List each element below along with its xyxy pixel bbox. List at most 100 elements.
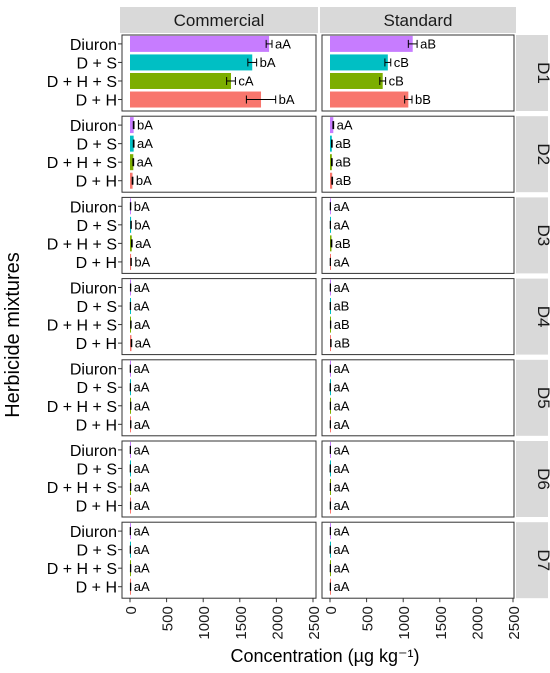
y-tick-label-d-s: D + S bbox=[77, 543, 117, 560]
bar-d-h bbox=[330, 91, 409, 108]
data-label-d-h: bA bbox=[136, 173, 152, 188]
data-label-d-h: aB bbox=[334, 336, 350, 351]
data-label-diuron: aA bbox=[334, 361, 350, 376]
data-label-d-h-s: aA bbox=[134, 398, 150, 413]
facet-label-d6: D6 bbox=[534, 468, 550, 490]
data-label-d-h: aA bbox=[135, 336, 151, 351]
data-label-d-s: aA bbox=[137, 136, 153, 151]
data-label-diuron: aA bbox=[134, 361, 150, 376]
data-label-d-s: aA bbox=[333, 461, 349, 476]
x-tick-label: 1000 bbox=[396, 606, 413, 639]
data-label-d-h-s: aA bbox=[134, 561, 150, 576]
x-tick-label: 1500 bbox=[433, 606, 450, 639]
data-label-diuron: aA bbox=[134, 280, 150, 295]
bar-d-h-s bbox=[130, 72, 232, 89]
panel-frame bbox=[321, 440, 515, 518]
y-tick-label-d-s: D + S bbox=[77, 218, 117, 235]
panel-frame bbox=[121, 521, 317, 599]
bar-d-h bbox=[330, 172, 333, 189]
data-label-diuron: aA bbox=[275, 36, 291, 51]
x-tick-label: 2000 bbox=[469, 606, 486, 639]
data-label-d-s: aA bbox=[134, 461, 150, 476]
y-tick-label-d-h: D + H bbox=[76, 499, 117, 516]
data-label-d-h: aA bbox=[334, 417, 350, 432]
y-tick-label-diuron: Diuron bbox=[70, 37, 117, 54]
y-tick-label-d-h: D + H bbox=[76, 93, 117, 110]
y-tick-label-d-h-s: D + H + S bbox=[47, 155, 117, 172]
panel-d1-standard: aB cB cB bB bbox=[321, 34, 515, 112]
facet-label-standard: Standard bbox=[384, 11, 453, 30]
data-label-diuron: aA bbox=[334, 524, 350, 539]
data-label-d-h: bA bbox=[134, 254, 150, 269]
bar-d-h-s bbox=[330, 72, 383, 89]
facet-label-commercial: Commercial bbox=[174, 11, 265, 30]
x-tick-label: 1500 bbox=[233, 606, 250, 639]
data-label-d-s: bA bbox=[134, 217, 150, 232]
facet-label-d1: D1 bbox=[534, 62, 550, 84]
panel-d6-standard: aA aA aA aA bbox=[321, 440, 515, 518]
data-label-d-s: aA bbox=[333, 380, 349, 395]
x-axis: 0 500 1000 1500 2000 2500 0 500 1000 1500 2000 2500 bbox=[123, 598, 523, 640]
data-label-d-h-s: aA bbox=[334, 398, 350, 413]
bar-d-s bbox=[130, 54, 253, 71]
y-tick-label-diuron: Diuron bbox=[70, 118, 117, 135]
y-tick-label-d-h: D + H bbox=[76, 174, 117, 191]
panel-d1-commercial: aA bA cA bA bbox=[121, 34, 317, 112]
y-tick-label-d-s: D + S bbox=[77, 380, 117, 397]
facet-label-d2: D2 bbox=[534, 143, 550, 165]
y-tick-label-d-h: D + H bbox=[76, 255, 117, 272]
x-tick-label: 0 bbox=[323, 606, 340, 614]
bar-d-h bbox=[130, 172, 133, 189]
panel-frame bbox=[321, 196, 515, 274]
y-tick-label-d-h-s: D + H + S bbox=[47, 480, 117, 497]
panel-frame bbox=[321, 115, 515, 193]
facet-panels: aAbAcAbAaBcBcBbBbAaAaAbAaAaBaBaBbAbAaAbA… bbox=[121, 34, 515, 599]
y-tick-label-d-h: D + H bbox=[76, 417, 117, 434]
panel-d6-commercial: aA aA aA aA bbox=[121, 440, 317, 518]
bar-d-s bbox=[330, 54, 388, 71]
panel-d3-standard: aA aA aB aA bbox=[321, 196, 515, 274]
data-label-d-h-s: aA bbox=[137, 155, 153, 170]
data-label-d-h-s: aB bbox=[334, 317, 350, 332]
facet-label-d3: D3 bbox=[534, 225, 550, 247]
y-tick-label-diuron: Diuron bbox=[70, 443, 117, 460]
facet-label-d7: D7 bbox=[534, 549, 550, 571]
data-label-d-s: aA bbox=[134, 299, 150, 314]
y-tick-label-d-h-s: D + H + S bbox=[47, 318, 117, 335]
data-label-d-h-s: cB bbox=[389, 73, 404, 88]
bar-d-h-s bbox=[130, 235, 132, 252]
data-label-d-h: aA bbox=[134, 498, 150, 513]
panel-frame bbox=[321, 359, 515, 437]
data-label-d-h: aB bbox=[336, 173, 352, 188]
y-tick-label-diuron: Diuron bbox=[70, 280, 117, 297]
data-label-diuron: aA bbox=[134, 442, 150, 457]
data-label-d-s: aA bbox=[134, 380, 150, 395]
bar-diuron bbox=[330, 35, 413, 52]
panel-d5-standard: aA aA aA aA bbox=[321, 359, 515, 437]
panel-d2-commercial: bA aA aA bA bbox=[121, 115, 317, 193]
panel-frame bbox=[121, 359, 317, 437]
data-label-d-h: aA bbox=[334, 579, 350, 594]
facet-strip-d3 bbox=[516, 197, 548, 274]
facet-strip-commercial bbox=[120, 7, 318, 33]
x-axis-title: Concentration (µg kg⁻¹) bbox=[231, 646, 420, 666]
bar-d-h-s bbox=[130, 154, 134, 171]
panel-frame bbox=[121, 440, 317, 518]
x-tick-label: 500 bbox=[160, 606, 177, 631]
panel-d4-commercial: aA aA aA aA bbox=[121, 278, 317, 356]
data-label-d-h-s: aA bbox=[134, 317, 150, 332]
data-label-diuron: bA bbox=[134, 199, 150, 214]
bar-d-s bbox=[330, 135, 332, 152]
data-label-d-h: aA bbox=[334, 254, 350, 269]
x-tick-label: 2500 bbox=[306, 606, 323, 639]
data-label-diuron: bA bbox=[137, 118, 153, 133]
data-label-d-h-s: cA bbox=[238, 73, 254, 88]
panel-d7-standard: aA aA aA aA bbox=[321, 521, 515, 599]
data-label-d-h-s: aA bbox=[135, 236, 151, 251]
y-tick-label-d-s: D + S bbox=[77, 55, 117, 72]
facet-strip-standard bbox=[320, 7, 516, 33]
data-label-d-s: aA bbox=[134, 542, 150, 557]
data-label-d-s: aA bbox=[333, 542, 349, 557]
